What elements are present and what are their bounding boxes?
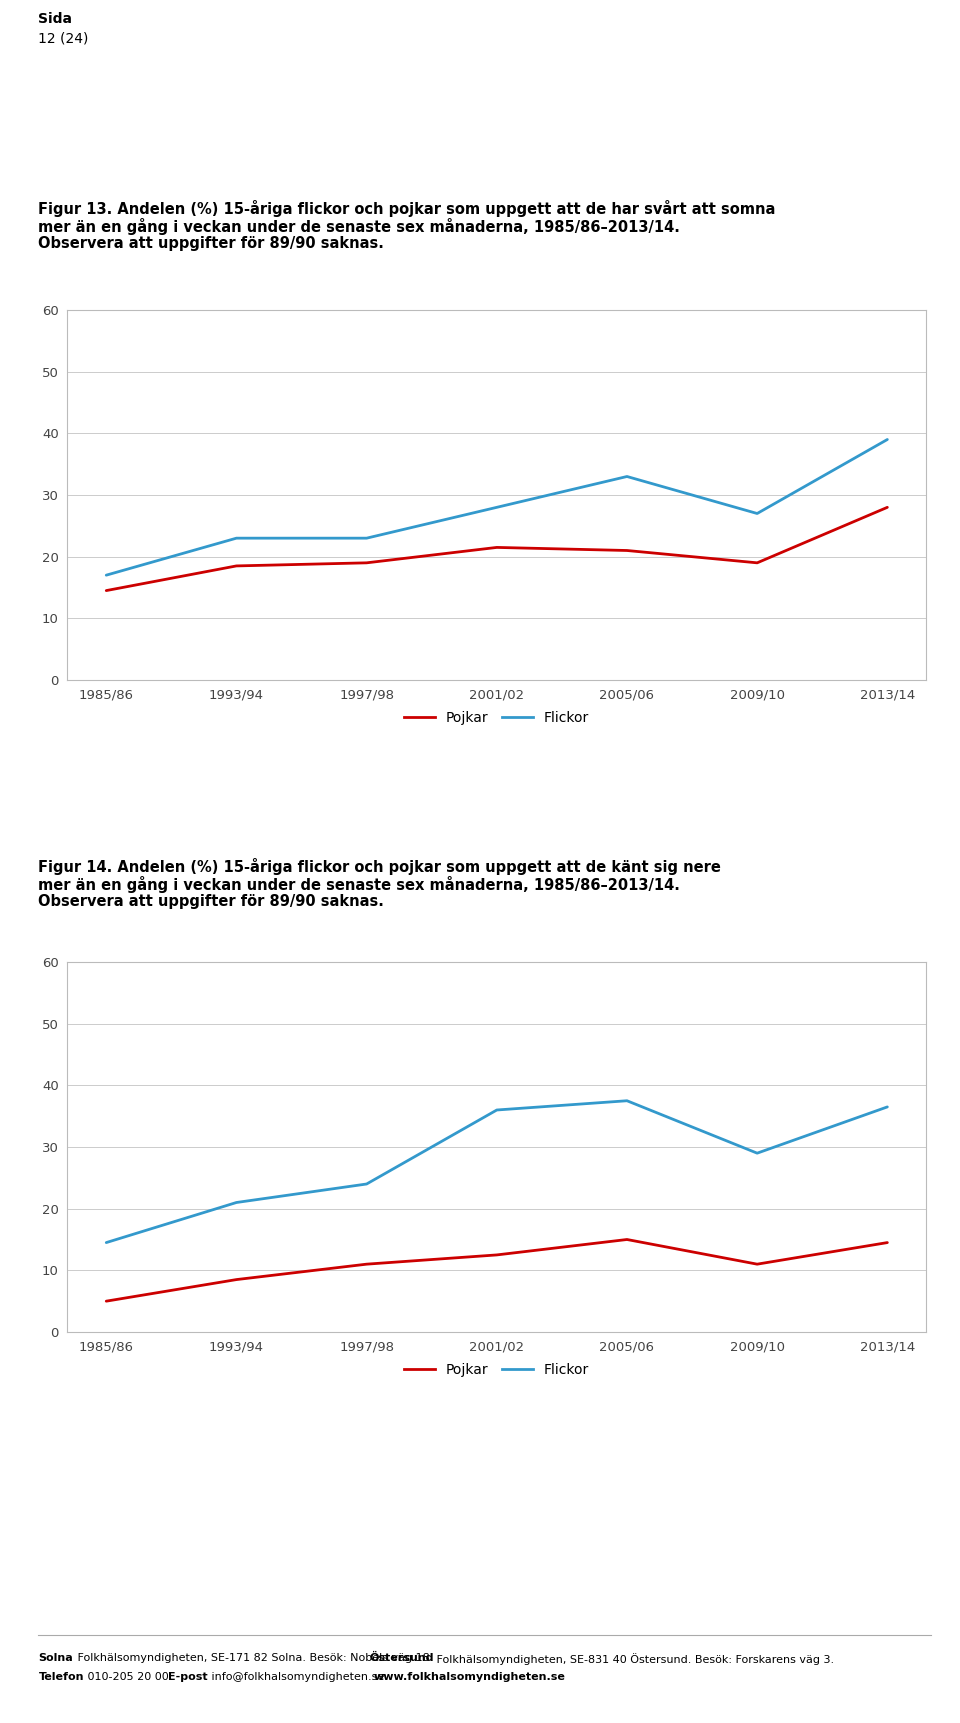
Legend: Pojkar, Flickor: Pojkar, Flickor	[398, 1358, 595, 1382]
Text: Sida: Sida	[38, 12, 72, 26]
Text: Folkhälsomyndigheten, SE-171 82 Solna. Besök: Nobels väg 18.: Folkhälsomyndigheten, SE-171 82 Solna. B…	[74, 1652, 437, 1663]
Text: mer än en gång i veckan under de senaste sex månaderna, 1985/86–2013/14.: mer än en gång i veckan under de senaste…	[38, 219, 681, 234]
Legend: Pojkar, Flickor: Pojkar, Flickor	[398, 705, 595, 731]
Text: info@folkhalsomyndigheten.se: info@folkhalsomyndigheten.se	[208, 1671, 388, 1682]
Text: Solna: Solna	[38, 1652, 73, 1663]
Text: Figur 14. Andelen (%) 15-åriga flickor och pojkar som uppgett att de känt sig ne: Figur 14. Andelen (%) 15-åriga flickor o…	[38, 858, 721, 875]
Text: Östersund: Östersund	[370, 1652, 434, 1663]
Text: Observera att uppgifter för 89/90 saknas.: Observera att uppgifter för 89/90 saknas…	[38, 894, 384, 910]
Text: Observera att uppgifter för 89/90 saknas.: Observera att uppgifter för 89/90 saknas…	[38, 236, 384, 252]
Text: 010-205 20 00: 010-205 20 00	[84, 1671, 173, 1682]
Text: Telefon: Telefon	[38, 1671, 84, 1682]
Text: Folkhälsomyndigheten, SE-831 40 Östersund. Besök: Forskarens väg 3.: Folkhälsomyndigheten, SE-831 40 Östersun…	[433, 1652, 834, 1664]
Text: mer än en gång i veckan under de senaste sex månaderna, 1985/86–2013/14.: mer än en gång i veckan under de senaste…	[38, 875, 681, 893]
Text: E-post: E-post	[168, 1671, 207, 1682]
Text: www.folkhalsomyndigheten.se: www.folkhalsomyndigheten.se	[373, 1671, 565, 1682]
Text: Figur 13. Andelen (%) 15-åriga flickor och pojkar som uppgett att de har svårt a: Figur 13. Andelen (%) 15-åriga flickor o…	[38, 200, 776, 217]
Text: 12 (24): 12 (24)	[38, 33, 88, 47]
